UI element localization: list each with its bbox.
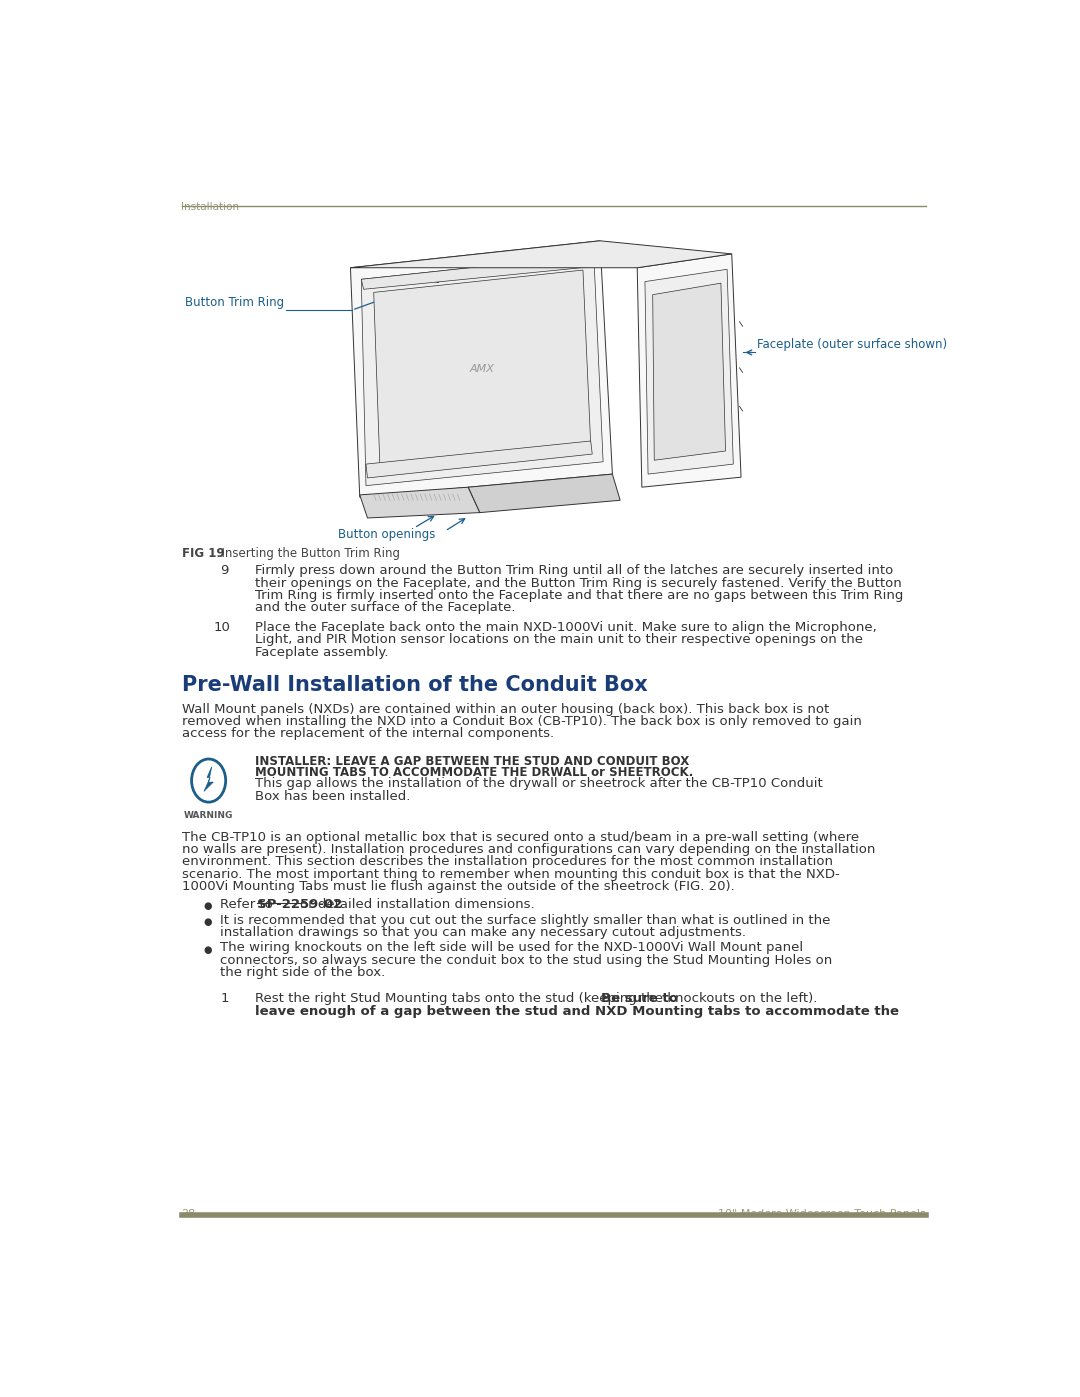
Polygon shape xyxy=(362,254,597,289)
Text: Installation: Installation xyxy=(181,201,240,211)
Text: removed when installing the NXD into a Conduit Box (CB-TP10). The back box is on: removed when installing the NXD into a C… xyxy=(181,715,862,728)
Polygon shape xyxy=(350,240,612,497)
Text: The CB-TP10 is an optional metallic box that is secured onto a stud/beam in a pr: The CB-TP10 is an optional metallic box … xyxy=(181,831,859,844)
Text: leave enough of a gap between the stud and NXD Mounting tabs to accommodate the: leave enough of a gap between the stud a… xyxy=(255,1004,900,1017)
Text: FIG 19: FIG 19 xyxy=(181,548,225,560)
Text: connectors, so always secure the conduit box to the stud using the Stud Mounting: connectors, so always secure the conduit… xyxy=(220,954,833,967)
Text: It is recommended that you cut out the surface slightly smaller than what is out: It is recommended that you cut out the s… xyxy=(220,914,831,926)
Text: ●: ● xyxy=(203,944,212,954)
Text: Box has been installed.: Box has been installed. xyxy=(255,789,410,803)
Text: Faceplate assembly.: Faceplate assembly. xyxy=(255,645,389,659)
Text: 1000Vi Mounting Tabs must lie flush against the outside of the sheetrock (FIG. 2: 1000Vi Mounting Tabs must lie flush agai… xyxy=(181,880,734,893)
Polygon shape xyxy=(469,474,620,513)
Text: Refer to: Refer to xyxy=(220,898,278,911)
Text: Rest the right Stud Mounting tabs onto the stud (keeping the knockouts on the le: Rest the right Stud Mounting tabs onto t… xyxy=(255,992,822,1006)
Text: SP-2259-02: SP-2259-02 xyxy=(257,898,342,911)
Text: Button openings: Button openings xyxy=(338,528,435,541)
Polygon shape xyxy=(350,240,732,268)
Polygon shape xyxy=(366,441,592,478)
Text: or detailed installation dimensions.: or detailed installation dimensions. xyxy=(300,898,535,911)
Polygon shape xyxy=(362,254,603,486)
Text: 1: 1 xyxy=(220,992,229,1006)
Text: The wiring knockouts on the left side will be used for the NXD-1000Vi Wall Mount: The wiring knockouts on the left side wi… xyxy=(220,942,804,954)
Text: access for the replacement of the internal components.: access for the replacement of the intern… xyxy=(181,728,554,740)
Text: Trim Ring is firmly inserted onto the Faceplate and that there are no gaps betwe: Trim Ring is firmly inserted onto the Fa… xyxy=(255,588,904,602)
Text: Button Trim Ring: Button Trim Ring xyxy=(185,296,284,309)
Polygon shape xyxy=(204,767,213,791)
Text: Firmly press down around the Button Trim Ring until all of the latches are secur: Firmly press down around the Button Trim… xyxy=(255,564,893,577)
Polygon shape xyxy=(360,488,480,518)
Text: Place the Faceplate back onto the main NXD-1000Vi unit. Make sure to align the M: Place the Faceplate back onto the main N… xyxy=(255,622,877,634)
Polygon shape xyxy=(645,270,733,474)
Text: ●: ● xyxy=(203,901,212,911)
Text: INSTALLER: LEAVE A GAP BETWEEN THE STUD AND CONDUIT BOX: INSTALLER: LEAVE A GAP BETWEEN THE STUD … xyxy=(255,756,689,768)
Text: This gap allows the installation of the drywall or sheetrock after the CB-TP10 C: This gap allows the installation of the … xyxy=(255,778,823,791)
Text: Faceplate (outer surface shown): Faceplate (outer surface shown) xyxy=(757,338,947,351)
Text: WARNING: WARNING xyxy=(184,810,233,820)
Text: the right side of the box.: the right side of the box. xyxy=(220,967,386,979)
Text: Light, and PIR Motion sensor locations on the main unit to their respective open: Light, and PIR Motion sensor locations o… xyxy=(255,633,863,647)
Text: scenario. The most important thing to remember when mounting this conduit box is: scenario. The most important thing to re… xyxy=(181,868,839,880)
Text: Inserting the Button Trim Ring: Inserting the Button Trim Ring xyxy=(214,548,400,560)
Text: Be sure to: Be sure to xyxy=(600,992,678,1006)
Polygon shape xyxy=(374,270,591,467)
Polygon shape xyxy=(637,254,741,488)
Text: installation drawings so that you can make any necessary cutout adjustments.: installation drawings so that you can ma… xyxy=(220,926,746,939)
Polygon shape xyxy=(652,284,726,460)
Text: Wall Mount panels (NXDs) are contained within an outer housing (back box). This : Wall Mount panels (NXDs) are contained w… xyxy=(181,703,828,715)
Text: AMX: AMX xyxy=(470,365,495,374)
Text: Pre-Wall Installation of the Conduit Box: Pre-Wall Installation of the Conduit Box xyxy=(181,675,647,696)
Text: 9: 9 xyxy=(220,564,229,577)
Text: 10" Modero Widescreen Touch Panels: 10" Modero Widescreen Touch Panels xyxy=(718,1208,926,1218)
Text: environment. This section describes the installation procedures for the most com: environment. This section describes the … xyxy=(181,855,833,869)
Text: MOUNTING TABS TO ACCOMMODATE THE DRWALL or SHEETROCK.: MOUNTING TABS TO ACCOMMODATE THE DRWALL … xyxy=(255,766,693,780)
Text: no walls are present). Installation procedures and configurations can vary depen: no walls are present). Installation proc… xyxy=(181,842,875,856)
Text: ●: ● xyxy=(203,916,212,926)
Text: and the outer surface of the Faceplate.: and the outer surface of the Faceplate. xyxy=(255,601,515,615)
Text: their openings on the Faceplate, and the Button Trim Ring is securely fastened. : their openings on the Faceplate, and the… xyxy=(255,577,902,590)
Text: 10: 10 xyxy=(214,622,231,634)
Text: 28: 28 xyxy=(181,1208,195,1218)
